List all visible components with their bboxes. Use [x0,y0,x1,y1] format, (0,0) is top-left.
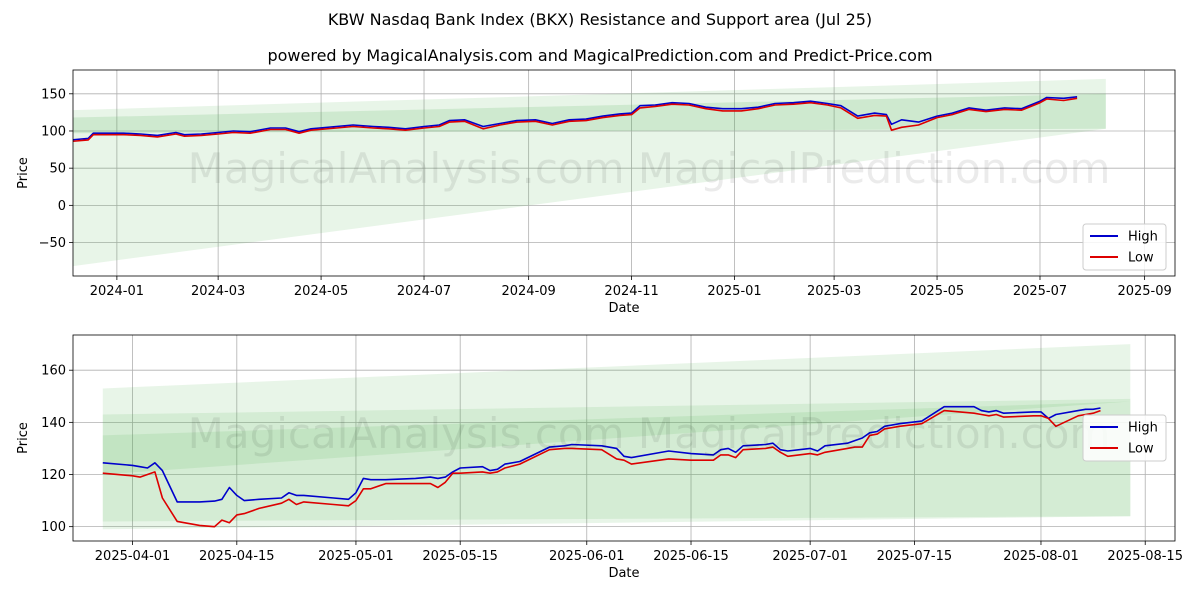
y-tick-label: 160 [41,364,66,379]
x-tick-label: 2025-03 [807,284,861,299]
legend: High Low [1082,414,1167,462]
y-tick-label: −50 [39,236,66,251]
y-axis-label: Price [16,157,31,189]
x-tick-label: 2024-03 [191,284,245,299]
y-tick-label: 100 [41,520,66,535]
y-tick-label: 150 [41,87,66,102]
support-resistance-band [102,398,1131,522]
x-axis-label: Date [608,566,639,581]
legend-label-low: Low [1128,442,1154,457]
x-tick-label: 2025-08-15 [1107,549,1183,564]
watermark: MagicalAnalysis.com MagicalPrediction.co… [188,144,1111,193]
chart-panel-top: MagicalAnalysis.com MagicalPrediction.co… [16,69,1176,316]
x-tick-label: 2025-05 [910,284,964,299]
x-tick-label: 2025-08-01 [1003,549,1079,564]
x-tick-label: 2025-01 [707,284,761,299]
x-tick-label: 2024-07 [397,284,451,299]
x-tick-label: 2025-06-15 [653,549,729,564]
x-tick-label: 2025-09 [1117,284,1171,299]
x-tick-label: 2024-11 [604,284,658,299]
x-tick-label: 2025-06-01 [549,549,625,564]
x-tick-label: 2025-07-01 [772,549,848,564]
y-tick-label: 140 [41,416,66,431]
x-tick-label: 2024-05 [294,284,348,299]
chart-title: KBW Nasdaq Bank Index (BKX) Resistance a… [327,10,873,29]
x-tick-label: 2025-07 [1013,284,1067,299]
y-tick-label: 0 [58,199,66,214]
series-line-low [73,97,1078,143]
plot-area [73,78,1106,267]
x-tick-label: 2024-01 [90,284,144,299]
support-resistance-band [73,93,1106,134]
x-tick-label: 2025-04-01 [95,549,171,564]
support-resistance-band [102,344,1131,530]
x-axis-label: Date [608,301,639,316]
axes-frame [72,334,1176,542]
series-line-high [73,96,1078,141]
axes-frame [72,69,1176,277]
chart-panel-bottom: MagicalAnalysis.com MagicalPrediction.co… [16,334,1183,581]
legend-label-high: High [1128,230,1158,245]
y-tick-label: 50 [49,162,66,177]
x-tick-label: 2025-04-15 [199,549,275,564]
watermark: MagicalAnalysis.com MagicalPrediction.co… [188,409,1111,458]
x-tick-label: 2025-05-15 [422,549,498,564]
series-line-low [102,409,1101,528]
legend: High Low [1082,223,1167,271]
x-tick-label: 2025-07-15 [877,549,953,564]
y-tick-label: 120 [41,468,66,483]
x-tick-label: 2024-09 [501,284,555,299]
legend-label-high: High [1128,421,1158,436]
support-resistance-band [102,401,1131,475]
plot-area [102,344,1131,530]
legend-label-low: Low [1128,251,1154,266]
x-tick-label: 2025-05-01 [318,549,394,564]
y-tick-label: 100 [41,124,66,139]
support-resistance-band [73,78,1106,267]
chart-subtitle: powered by MagicalAnalysis.com and Magic… [267,46,933,65]
y-axis-label: Price [16,422,31,454]
series-line-high [102,405,1101,503]
